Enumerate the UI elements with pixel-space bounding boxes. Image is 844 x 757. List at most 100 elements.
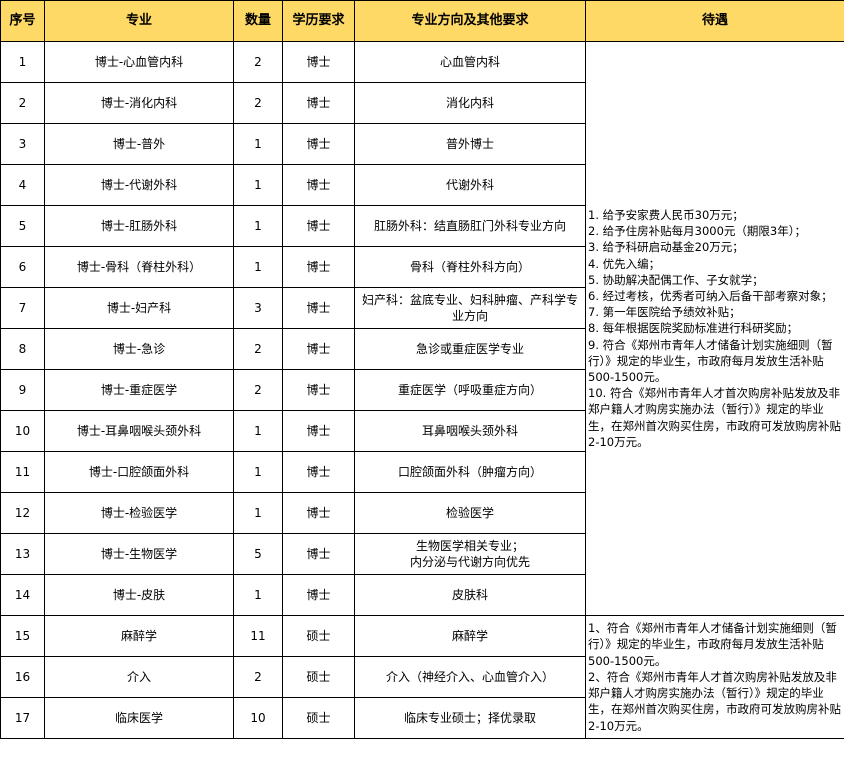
- cell-major: 博士-检验医学: [44, 492, 234, 534]
- cell-direction: 骨科（脊柱外科方向）: [354, 246, 586, 288]
- header-direction: 专业方向及其他要求: [354, 0, 586, 42]
- cell-degree: 博士: [282, 369, 355, 411]
- table-row: 16 介入 2 硕士 介入（神经介入、心血管介入）: [0, 656, 844, 698]
- cell-no: 2: [0, 82, 45, 124]
- cell-no: 14: [0, 574, 45, 616]
- cell-direction: 介入（神经介入、心血管介入）: [354, 656, 586, 698]
- cell-count: 1: [233, 205, 283, 247]
- cell-direction: 心血管内科: [354, 41, 586, 83]
- cell-no: 7: [0, 287, 45, 329]
- cell-degree: 博士: [282, 287, 355, 329]
- benefits-doctor: 1. 给予安家费人民币30万元； 2. 给予住房补贴每月3000元（期限3年）；…: [585, 41, 844, 616]
- table-row: 8 博士-急诊 2 博士 急诊或重症医学专业: [0, 328, 844, 370]
- cell-major: 博士-生物医学: [44, 533, 234, 575]
- cell-major: 博士-口腔颌面外科: [44, 451, 234, 493]
- header-degree: 学历要求: [282, 0, 355, 42]
- cell-degree: 博士: [282, 492, 355, 534]
- cell-count: 1: [233, 451, 283, 493]
- cell-direction: 检验医学: [354, 492, 586, 534]
- cell-direction: 重症医学（呼吸重症方向）: [354, 369, 586, 411]
- cell-major: 博士-心血管内科: [44, 41, 234, 83]
- header-no: 序号: [0, 0, 45, 42]
- cell-count: 2: [233, 82, 283, 124]
- cell-major: 介入: [44, 656, 234, 698]
- cell-count: 1: [233, 410, 283, 452]
- cell-direction: 皮肤科: [354, 574, 586, 616]
- table-row: 2 博士-消化内科 2 博士 消化内科: [0, 82, 844, 124]
- cell-major: 博士-耳鼻咽喉头颈外科: [44, 410, 234, 452]
- cell-count: 10: [233, 697, 283, 739]
- cell-major: 博士-代谢外科: [44, 164, 234, 206]
- cell-direction: 急诊或重症医学专业: [354, 328, 586, 370]
- cell-no: 9: [0, 369, 45, 411]
- cell-major: 博士-皮肤: [44, 574, 234, 616]
- cell-count: 11: [233, 615, 283, 657]
- cell-no: 12: [0, 492, 45, 534]
- cell-degree: 硕士: [282, 615, 355, 657]
- cell-count: 1: [233, 492, 283, 534]
- cell-no: 3: [0, 123, 45, 165]
- cell-no: 8: [0, 328, 45, 370]
- cell-count: 1: [233, 164, 283, 206]
- cell-count: 1: [233, 123, 283, 165]
- cell-degree: 博士: [282, 82, 355, 124]
- cell-degree: 博士: [282, 164, 355, 206]
- table-row: 14 博士-皮肤 1 博士 皮肤科: [0, 574, 844, 616]
- cell-major: 博士-急诊: [44, 328, 234, 370]
- cell-count: 5: [233, 533, 283, 575]
- cell-degree: 博士: [282, 533, 355, 575]
- cell-degree: 博士: [282, 123, 355, 165]
- cell-direction: 耳鼻咽喉头颈外科: [354, 410, 586, 452]
- cell-direction: 生物医学相关专业； 内分泌与代谢方向优先: [354, 533, 586, 575]
- cell-direction: 消化内科: [354, 82, 586, 124]
- cell-no: 15: [0, 615, 45, 657]
- cell-degree: 博士: [282, 410, 355, 452]
- cell-major: 博士-普外: [44, 123, 234, 165]
- cell-degree: 博士: [282, 205, 355, 247]
- table-row: 12 博士-检验医学 1 博士 检验医学: [0, 492, 844, 534]
- table-row: 17 临床医学 10 硕士 临床专业硕士；择优录取: [0, 697, 844, 739]
- cell-no: 11: [0, 451, 45, 493]
- cell-count: 2: [233, 656, 283, 698]
- cell-no: 5: [0, 205, 45, 247]
- cell-degree: 硕士: [282, 656, 355, 698]
- cell-direction: 肛肠外科：结直肠肛门外科专业方向: [354, 205, 586, 247]
- cell-count: 2: [233, 328, 283, 370]
- cell-count: 1: [233, 246, 283, 288]
- cell-no: 4: [0, 164, 45, 206]
- header-major: 专业: [44, 0, 234, 42]
- cell-no: 13: [0, 533, 45, 575]
- cell-no: 6: [0, 246, 45, 288]
- cell-major: 博士-重症医学: [44, 369, 234, 411]
- benefits-master: 1、符合《郑州市青年人才储备计划实施细则（暂行）》规定的毕业生，市政府每月发放生…: [585, 615, 844, 739]
- cell-direction: 普外博士: [354, 123, 586, 165]
- cell-major: 博士-骨科（脊柱外科）: [44, 246, 234, 288]
- cell-degree: 博士: [282, 328, 355, 370]
- table-row: 9 博士-重症医学 2 博士 重症医学（呼吸重症方向）: [0, 369, 844, 411]
- cell-no: 10: [0, 410, 45, 452]
- cell-no: 17: [0, 697, 45, 739]
- cell-count: 2: [233, 41, 283, 83]
- cell-no: 16: [0, 656, 45, 698]
- header-row: 序号 专业 数量 学历要求 专业方向及其他要求 待遇: [0, 0, 844, 42]
- cell-direction: 临床专业硕士；择优录取: [354, 697, 586, 739]
- cell-major: 博士-妇产科: [44, 287, 234, 329]
- cell-major: 临床医学: [44, 697, 234, 739]
- table-row: 10 博士-耳鼻咽喉头颈外科 1 博士 耳鼻咽喉头颈外科: [0, 410, 844, 452]
- cell-no: 1: [0, 41, 45, 83]
- cell-direction: 口腔颌面外科（肿瘤方向）: [354, 451, 586, 493]
- header-benefits: 待遇: [585, 0, 844, 42]
- cell-degree: 博士: [282, 451, 355, 493]
- cell-direction: 代谢外科: [354, 164, 586, 206]
- cell-degree: 博士: [282, 246, 355, 288]
- cell-major: 博士-肛肠外科: [44, 205, 234, 247]
- cell-count: 3: [233, 287, 283, 329]
- cell-direction: 麻醉学: [354, 615, 586, 657]
- cell-degree: 博士: [282, 574, 355, 616]
- recruitment-table: 序号 专业 数量 学历要求 专业方向及其他要求 待遇 1 博士-心血管内科 2 博士心…: [0, 0, 844, 739]
- cell-degree: 硕士: [282, 697, 355, 739]
- header-count: 数量: [233, 0, 283, 42]
- cell-count: 2: [233, 369, 283, 411]
- table-row: 15 麻醉学 11 硕士 麻醉学 1、符合《郑州市青年人才储备计划实施细则（暂行）》规定的…: [0, 615, 844, 739]
- cell-major: 博士-消化内科: [44, 82, 234, 124]
